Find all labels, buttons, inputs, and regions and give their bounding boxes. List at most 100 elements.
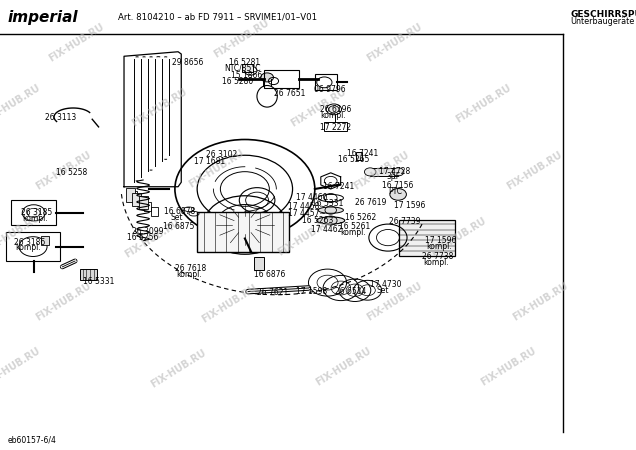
Bar (130, 191, 137, 200)
Text: 16 5262: 16 5262 (345, 213, 377, 222)
Text: 26 6514: 26 6514 (335, 287, 366, 296)
Text: 16 7156: 16 7156 (382, 181, 414, 190)
Bar (399, 220, 455, 256)
Text: 16 5263: 16 5263 (302, 216, 334, 225)
Text: 26 7738: 26 7738 (422, 252, 453, 261)
Text: FIX-HUB.RU: FIX-HUB.RU (0, 82, 42, 125)
Bar (315, 74, 337, 90)
Circle shape (364, 168, 376, 176)
Bar (80, 269, 97, 280)
Text: 16 5261: 16 5261 (339, 222, 371, 231)
Text: kompl.: kompl. (341, 228, 366, 237)
Text: 16 5331: 16 5331 (312, 199, 344, 208)
Text: 26 7618: 26 7618 (175, 264, 207, 273)
Bar (324, 122, 347, 130)
Text: FIX-HUB.RU: FIX-HUB.RU (47, 22, 106, 64)
Text: FIX-HUB.RU: FIX-HUB.RU (149, 348, 207, 390)
Text: FIX-HUB.RU: FIX-HUB.RU (511, 280, 570, 323)
Bar (137, 197, 144, 206)
Text: 29 8656: 29 8656 (172, 58, 204, 67)
Bar (242, 64, 253, 72)
Text: 16 5265: 16 5265 (338, 155, 370, 164)
Text: 26 6196: 26 6196 (320, 105, 352, 114)
Text: 17 4458∼: 17 4458∼ (288, 202, 326, 211)
Bar (264, 70, 299, 88)
Text: FIX-HUB.RU: FIX-HUB.RU (314, 346, 373, 388)
Text: 16 6876: 16 6876 (254, 270, 286, 279)
Text: FIX-HUB.RU: FIX-HUB.RU (130, 87, 188, 129)
Text: NTC/85°C: NTC/85°C (225, 64, 261, 73)
Text: FIX-HUB.RU: FIX-HUB.RU (289, 87, 347, 129)
Text: 16 5256: 16 5256 (127, 233, 158, 242)
Text: kompl.: kompl. (176, 270, 202, 279)
Text: 16 5280: 16 5280 (222, 77, 254, 86)
Text: 17 4728: 17 4728 (378, 166, 410, 176)
Ellipse shape (317, 217, 345, 224)
Text: 16 7241: 16 7241 (347, 148, 378, 157)
Bar (151, 207, 158, 216)
Bar (144, 202, 151, 211)
Bar (254, 256, 264, 270)
Text: 17 2272: 17 2272 (320, 123, 350, 132)
Text: 26 3099: 26 3099 (132, 227, 164, 236)
Text: 17 4462: 17 4462 (310, 225, 342, 234)
Text: FIX-HUB.RU: FIX-HUB.RU (187, 148, 245, 190)
Text: FIX-HUB.RU: FIX-HUB.RU (123, 217, 182, 260)
Text: FIX-HUB.RU: FIX-HUB.RU (200, 283, 258, 325)
Text: kompl.: kompl. (426, 242, 452, 251)
Circle shape (390, 189, 406, 200)
Text: 17 4730: 17 4730 (370, 280, 402, 289)
Ellipse shape (318, 207, 343, 213)
Bar (126, 188, 135, 202)
Text: FIX-HUB.RU: FIX-HUB.RU (365, 22, 424, 64)
Text: FIX-HUB.RU: FIX-HUB.RU (212, 17, 271, 59)
Text: 17 1681: 17 1681 (195, 158, 225, 166)
Text: 17 1596: 17 1596 (394, 201, 425, 210)
Text: FIX-HUB.RU: FIX-HUB.RU (0, 346, 42, 388)
Text: FIX-HUB.RU: FIX-HUB.RU (352, 150, 411, 192)
Text: 06 9796: 06 9796 (314, 85, 345, 94)
Text: FIX-HUB.RU: FIX-HUB.RU (34, 280, 93, 323)
Text: 17 4460: 17 4460 (296, 193, 328, 202)
Bar (132, 193, 141, 206)
Text: FIX-HUB.RU: FIX-HUB.RU (0, 213, 42, 255)
Text: 26 3185: 26 3185 (20, 208, 52, 217)
Text: 17 4457∼: 17 4457∼ (288, 209, 326, 218)
Text: 26 7651: 26 7651 (273, 89, 305, 98)
Text: FIX-HUB.RU: FIX-HUB.RU (454, 82, 513, 125)
Text: 16 7241: 16 7241 (323, 182, 355, 191)
Bar (11, 200, 56, 225)
Text: Set: Set (170, 213, 183, 222)
Text: FIX-HUB.RU: FIX-HUB.RU (505, 150, 563, 192)
Text: FIX-HUB.RU: FIX-HUB.RU (365, 280, 424, 323)
Text: 26 7621: 26 7621 (256, 288, 288, 297)
Text: FIX-HUB.RU: FIX-HUB.RU (276, 215, 335, 257)
Text: FIX-HUB.RU: FIX-HUB.RU (429, 215, 487, 257)
Text: 16 6878: 16 6878 (164, 207, 196, 216)
Text: eb60157-6/4: eb60157-6/4 (8, 436, 57, 445)
Bar (370, 168, 398, 176)
Text: FIX-HUB.RU: FIX-HUB.RU (34, 150, 93, 192)
Text: 26 3102: 26 3102 (205, 150, 237, 159)
Text: Art. 8104210 – ab FD 7911 – SRVIME1/01–V01: Art. 8104210 – ab FD 7911 – SRVIME1/01–V… (118, 13, 317, 22)
Bar (6, 232, 60, 261)
Circle shape (392, 168, 404, 176)
Text: 16 5331: 16 5331 (83, 277, 114, 286)
Text: 16 5281: 16 5281 (230, 58, 260, 67)
Bar (41, 236, 49, 245)
Text: 16 5258: 16 5258 (55, 168, 87, 177)
Text: GESCHIRRSPÜLGERÄTE: GESCHIRRSPÜLGERÄTE (570, 10, 636, 19)
Text: 15 1866: 15 1866 (230, 71, 262, 80)
Bar (356, 152, 362, 160)
Text: 17 1596: 17 1596 (425, 236, 457, 245)
Text: kompl.: kompl. (16, 243, 41, 252)
Text: FIX-HUB.RU: FIX-HUB.RU (480, 346, 538, 388)
Text: Unterbaugeräte: Unterbaugeräte (570, 17, 635, 26)
Text: imperial: imperial (8, 9, 78, 25)
Text: kompl.: kompl. (321, 111, 346, 120)
Text: 26 7619: 26 7619 (355, 198, 387, 207)
Text: 16 6875: 16 6875 (163, 222, 195, 231)
Bar (139, 196, 148, 209)
Circle shape (329, 106, 339, 113)
Text: 26 3113: 26 3113 (45, 112, 77, 122)
